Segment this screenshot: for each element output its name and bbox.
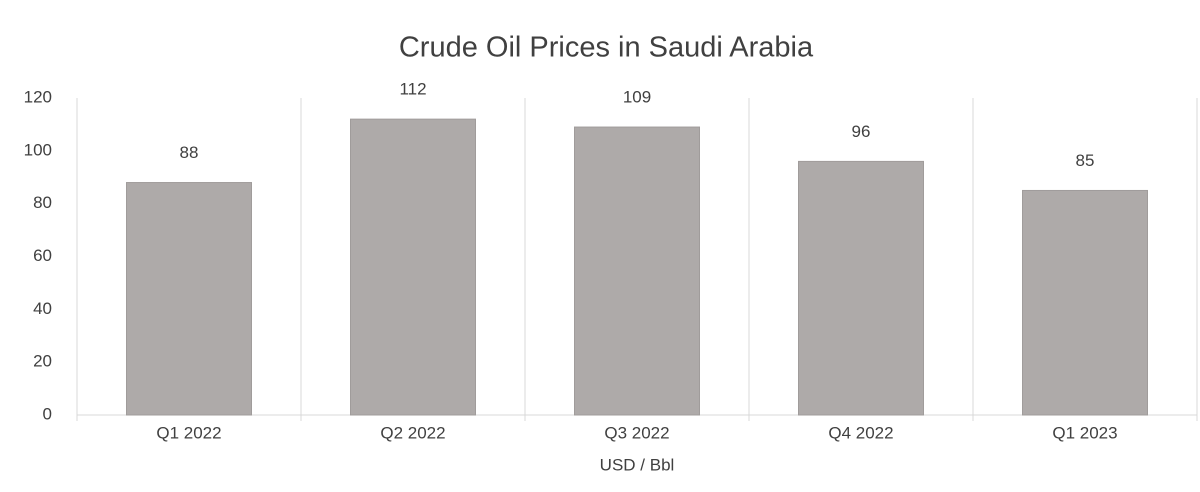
x-tick-label: Q1 2022 bbox=[156, 423, 221, 442]
y-tick-label: 60 bbox=[33, 246, 52, 265]
x-tick-label: Q2 2022 bbox=[380, 423, 445, 442]
data-label: 88 bbox=[180, 143, 199, 162]
bar bbox=[126, 182, 252, 416]
y-tick-label: 40 bbox=[33, 299, 52, 318]
x-tick-label: Q4 2022 bbox=[828, 423, 893, 442]
y-tick-label: 100 bbox=[24, 140, 52, 159]
data-label: 112 bbox=[399, 80, 426, 99]
x-tick-label: Q1 2023 bbox=[1052, 423, 1117, 442]
data-label: 85 bbox=[1076, 151, 1095, 170]
y-tick-label: 120 bbox=[24, 87, 52, 106]
bar bbox=[574, 126, 700, 416]
bar bbox=[1022, 189, 1148, 416]
chart-title: Crude Oil Prices in Saudi Arabia bbox=[399, 32, 814, 64]
x-axis-label: USD / Bbl bbox=[600, 455, 675, 474]
x-tick-label: Q3 2022 bbox=[604, 423, 669, 442]
data-label: 96 bbox=[852, 122, 871, 141]
y-tick-label: 0 bbox=[43, 404, 52, 423]
bar bbox=[798, 160, 924, 416]
data-label: 109 bbox=[623, 88, 651, 107]
bar bbox=[350, 118, 476, 416]
y-tick-label: 80 bbox=[33, 193, 52, 212]
y-tick-label: 20 bbox=[33, 352, 52, 371]
